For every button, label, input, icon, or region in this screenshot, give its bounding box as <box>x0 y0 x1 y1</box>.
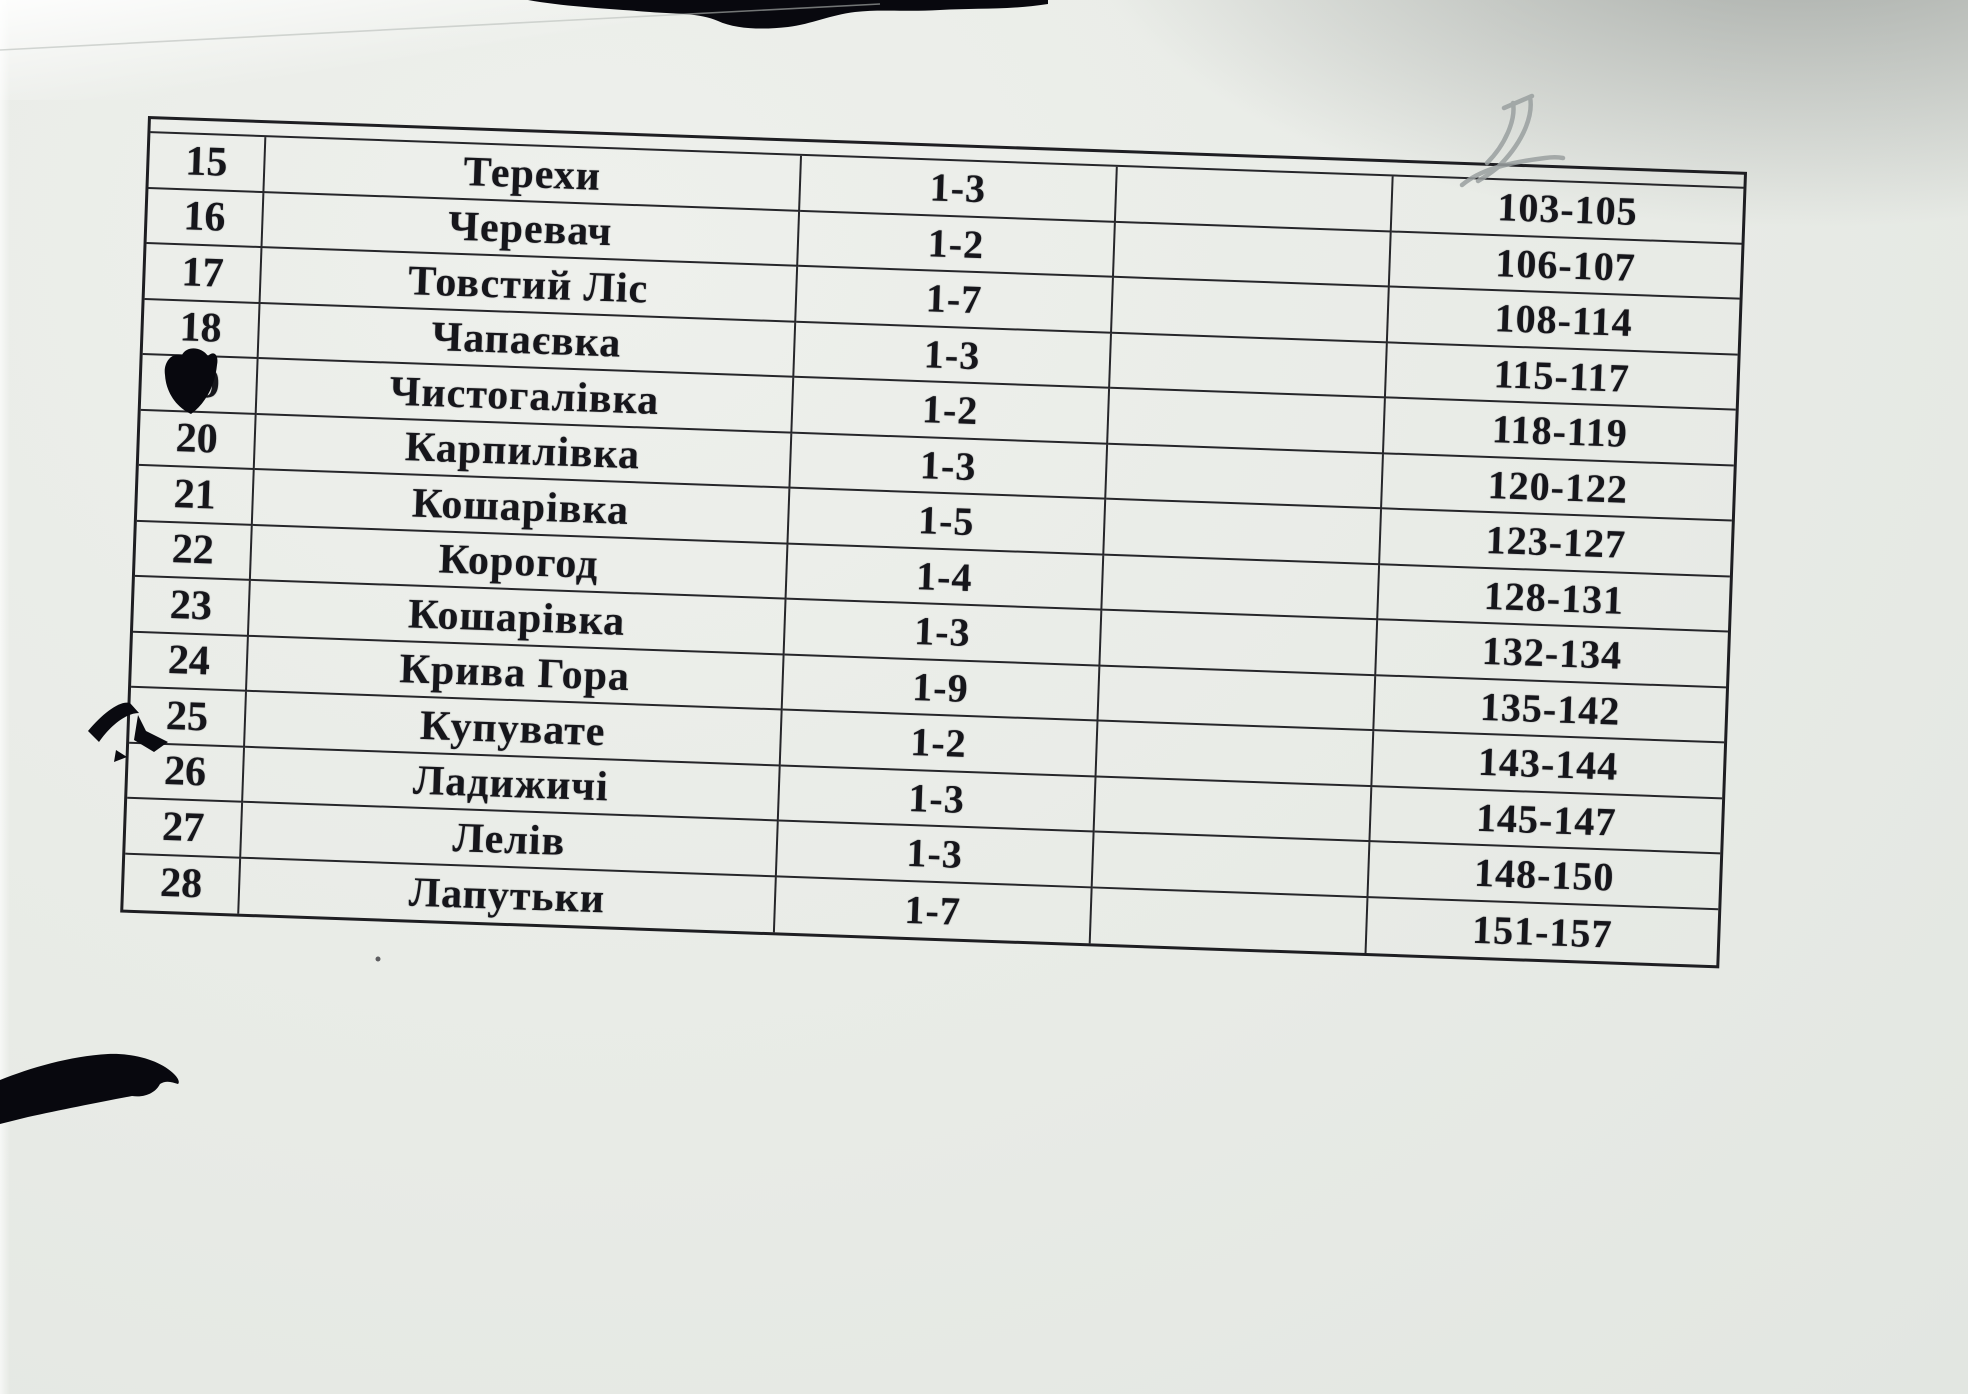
cell-blank <box>1104 499 1383 565</box>
cell-number: 24 <box>131 632 249 692</box>
ink-blot-top <box>528 0 1048 29</box>
cell-blank <box>1100 610 1379 676</box>
cell-blank <box>1090 887 1369 954</box>
cell-number: 16 <box>146 188 265 249</box>
cell-blank <box>1106 444 1384 510</box>
inventory-table: 15 Терехи 1-3 103-105 16 Черевач 1-2 106… <box>120 116 1748 969</box>
cell-blank <box>1096 721 1375 787</box>
cell-number: 22 <box>134 521 253 581</box>
cell-number: 26 <box>127 743 246 803</box>
cell-page-range: 151-157 <box>1471 906 1614 957</box>
cell-blank <box>1115 166 1394 232</box>
inventory-table-body: 15 Терехи 1-3 103-105 16 Черевач 1-2 106… <box>123 133 1744 965</box>
cell-number: 27 <box>125 798 244 859</box>
cell-number: 25 <box>129 687 247 748</box>
cell-item-range: 1-7 <box>774 876 1093 944</box>
paper-crease <box>0 3 881 51</box>
cell-blank <box>1092 832 1371 898</box>
cell-number: 18 <box>142 299 261 360</box>
cell-blank <box>1110 333 1388 399</box>
cell-number: 21 <box>136 465 255 526</box>
cell-number: 23 <box>132 576 251 637</box>
page-edge-highlight <box>0 0 640 100</box>
cell-number: 28 <box>123 854 242 914</box>
cell-number: 15 <box>148 133 267 193</box>
cell-blank <box>1094 777 1373 843</box>
cell-blank <box>1108 388 1386 454</box>
cell-blank <box>1113 222 1392 288</box>
cell-number: 19 <box>140 354 259 415</box>
page-edge-highlight-left <box>0 0 10 1394</box>
ink-blot-bottom-left <box>0 1053 179 1124</box>
cell-blank <box>1102 555 1381 621</box>
cell-number: 17 <box>144 244 263 304</box>
cell-number: 20 <box>138 410 257 470</box>
speck <box>375 956 381 962</box>
cell-blank <box>1112 277 1390 343</box>
cell-blank <box>1098 666 1377 732</box>
